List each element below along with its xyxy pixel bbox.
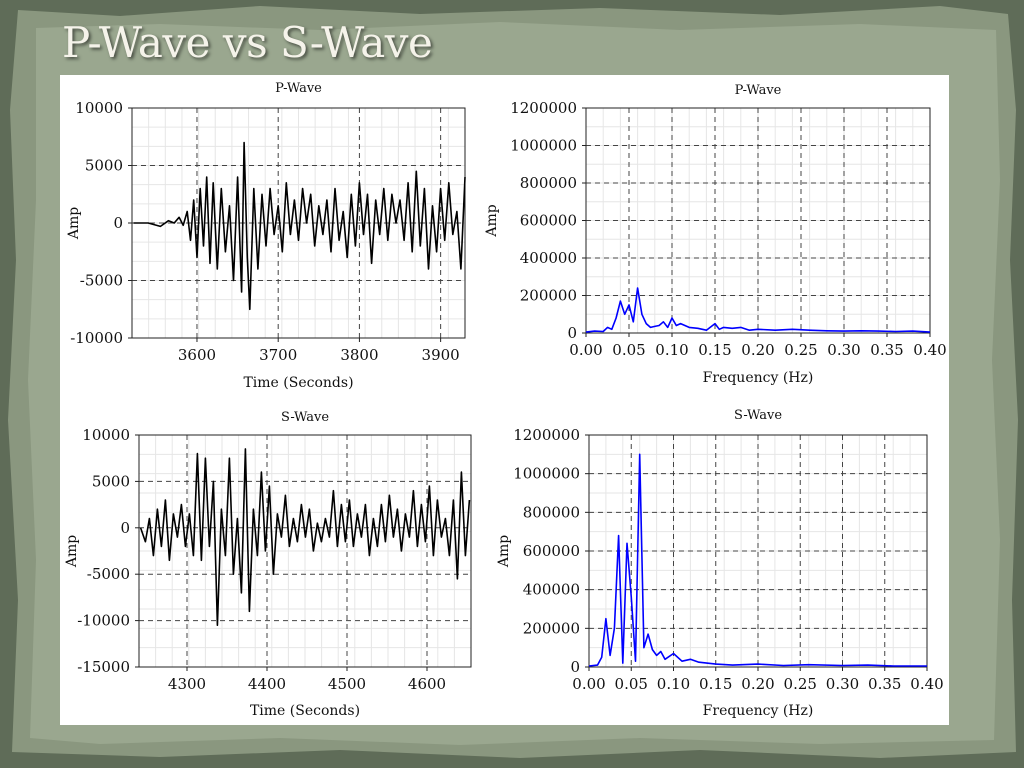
y-tick-label: -10000 [77, 612, 130, 630]
y-tick-label: -10000 [70, 329, 123, 347]
chart-title: P-Wave [735, 83, 782, 98]
y-tick-label: 800000 [523, 503, 580, 521]
y-tick-label: -5000 [80, 272, 123, 290]
chart-title: P-Wave [275, 81, 322, 96]
x-tick-label: 0.05 [612, 341, 645, 359]
y-axis-label: Amp [484, 204, 500, 237]
x-axis-label: Frequency (Hz) [703, 703, 814, 719]
x-tick-label: 0.35 [868, 675, 901, 693]
x-tick-label: 0.25 [784, 675, 817, 693]
y-axis-label: Amp [66, 207, 82, 240]
y-tick-label: 200000 [520, 287, 577, 305]
y-tick-label: -5000 [87, 565, 130, 583]
x-tick-label: 0.00 [569, 341, 602, 359]
chart-s-spectrum: 0.00 0.05 0.10 0.15 0.20 0.25 0.30 0.35 0.40 0 200… [496, 408, 944, 719]
x-tick-label: 0.40 [910, 675, 943, 693]
y-tick-label: 10000 [82, 426, 130, 444]
y-tick-label: 1200000 [510, 99, 577, 117]
y-tick-label: 600000 [520, 212, 577, 230]
series-line [139, 448, 471, 627]
x-tick-label: 0.35 [870, 341, 903, 359]
x-tick-label: 0.20 [741, 675, 774, 693]
y-tick-label: 200000 [523, 619, 580, 637]
y-tick-label: 400000 [523, 581, 580, 599]
y-axis-label: Amp [496, 535, 512, 568]
x-tick-label: 0.15 [699, 675, 732, 693]
y-tick-label: 600000 [523, 542, 580, 560]
x-tick-label: 0.30 [826, 675, 859, 693]
y-tick-label: 1200000 [513, 426, 580, 444]
chart-panel: 3600 3700 3800 3900 10000 5000 0 -5000 -10000 P-W… [60, 75, 949, 725]
x-tick-label: 3900 [422, 346, 460, 364]
chart-p-time: 3600 3700 3800 3900 10000 5000 0 -5000 -10000 P-W… [66, 81, 466, 391]
y-tick-label: 5000 [85, 157, 123, 175]
y-tick-label: 0 [567, 324, 577, 342]
x-tick-label: 0.20 [741, 341, 774, 359]
y-tick-label: 10000 [75, 99, 123, 117]
y-axis-label: Amp [64, 535, 80, 568]
x-axis-label: Frequency (Hz) [703, 370, 814, 386]
chart-title: S-Wave [734, 408, 782, 423]
x-tick-label: 3800 [340, 346, 378, 364]
chart-s-time: 4300 4400 4500 4600 10000 5000 0 -5000 -10000 -15… [64, 410, 472, 719]
x-tick-label: 4500 [328, 675, 366, 693]
y-tick-label: -15000 [77, 658, 130, 676]
chart-p-spectrum: 0.00 0.05 0.10 0.15 0.20 0.25 0.30 0.35 0.40 0 200… [484, 83, 947, 386]
x-tick-label: 0.25 [784, 341, 817, 359]
x-tick-label: 0.05 [615, 675, 648, 693]
x-tick-label: 0.30 [827, 341, 860, 359]
x-tick-label: 0.15 [698, 341, 731, 359]
x-tick-label: 0.10 [655, 341, 688, 359]
x-axis-label: Time (Seconds) [250, 703, 360, 719]
slide-title: P-Wave vs S-Wave [62, 18, 433, 67]
x-tick-label: 0.10 [657, 675, 690, 693]
y-tick-label: 0 [113, 214, 123, 232]
series-line [133, 141, 466, 311]
x-tick-label: 0.40 [913, 341, 946, 359]
y-tick-label: 0 [120, 519, 130, 537]
x-tick-label: 4600 [408, 675, 446, 693]
y-tick-label: 5000 [92, 472, 130, 490]
y-tick-label: 800000 [520, 174, 577, 192]
x-tick-label: 3600 [178, 346, 216, 364]
charts-canvas: 3600 3700 3800 3900 10000 5000 0 -5000 -10000 P-W… [64, 81, 947, 719]
x-tick-label: 0.00 [572, 675, 605, 693]
x-tick-label: 4400 [248, 675, 286, 693]
x-axis-label: Time (Seconds) [243, 375, 353, 391]
plot-frame [138, 434, 472, 668]
x-tick-label: 4300 [168, 675, 206, 693]
y-tick-label: 1000000 [513, 465, 580, 483]
y-tick-label: 400000 [520, 249, 577, 267]
y-tick-label: 0 [570, 658, 580, 676]
series-line [585, 287, 931, 333]
x-tick-label: 3700 [259, 346, 297, 364]
chart-title: S-Wave [281, 410, 329, 425]
y-tick-label: 1000000 [510, 137, 577, 155]
